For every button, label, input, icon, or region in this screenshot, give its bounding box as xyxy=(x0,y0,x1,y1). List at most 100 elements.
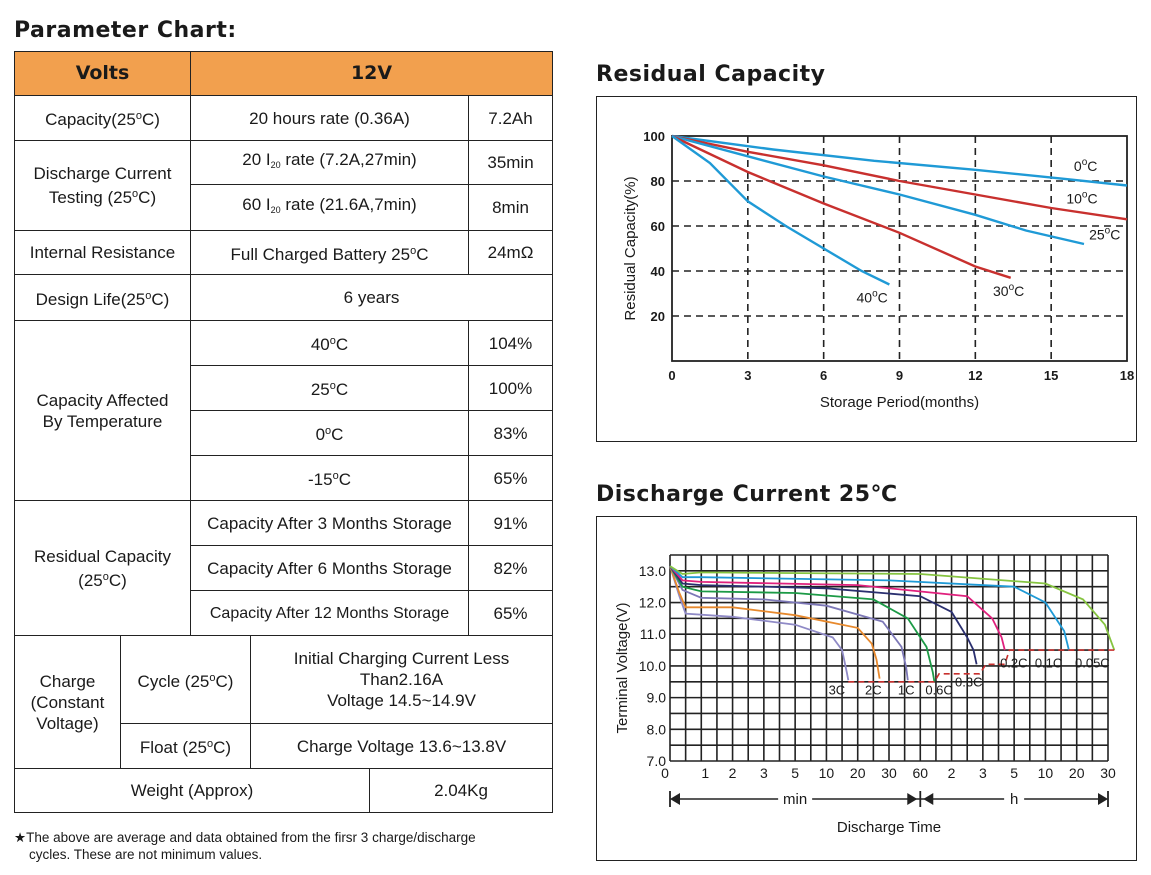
cutoff-voltage-line xyxy=(848,649,1116,683)
charge-cycle-label: Cycle (25oC) xyxy=(120,635,251,724)
series-line-40c xyxy=(671,135,890,286)
weight-value: 2.04Kg xyxy=(368,768,554,813)
charge-float-value: Charge Voltage 13.6~13.8V xyxy=(249,723,554,769)
temp-condition: -15oC xyxy=(190,455,469,501)
table-row: Capacity After 6 Months Storage 82% xyxy=(15,545,554,591)
x-tick-label: 0 xyxy=(668,368,675,383)
series-label: 0.05C xyxy=(1075,656,1110,671)
series-line-30c xyxy=(671,134,1012,279)
internal-resistance-condition: Full Charged Battery 25oC xyxy=(190,230,469,275)
internal-resistance-value: 24mΩ xyxy=(467,230,554,275)
x-tick-label: 30 xyxy=(881,765,897,781)
y-tick-label: 12.0 xyxy=(639,595,666,611)
x-tick-label: 3 xyxy=(979,765,987,781)
temp-value: 65% xyxy=(467,455,554,501)
residual-condition: Capacity After 6 Months Storage xyxy=(190,545,469,591)
series-line-3C xyxy=(669,565,850,681)
x-tick-label: 3 xyxy=(744,368,751,383)
table-row: Capacity(25oC) 20 hours rate (0.36A) 7.2… xyxy=(14,95,554,141)
discharge-value-60: 8min xyxy=(467,184,554,231)
capacity-rate: 20 hours rate (0.36A) xyxy=(190,95,469,141)
x-tick-label: 5 xyxy=(1010,765,1018,781)
temp-condition: 25oC xyxy=(190,365,469,411)
plot-frame xyxy=(671,135,1128,362)
arrow-left-icon xyxy=(923,793,934,805)
unit-min-label: min xyxy=(783,791,807,808)
label-bg xyxy=(778,790,813,808)
x-tick-label: 6 xyxy=(820,368,827,383)
discharge-value-20: 35min xyxy=(467,140,554,185)
table-header-row: Volts 12V xyxy=(14,51,554,96)
series-line-0-2C xyxy=(669,565,1006,651)
discharge-chart-title: Discharge Current 25℃ xyxy=(596,482,898,507)
y-tick-label: 11.0 xyxy=(640,626,666,642)
series-label: 2C xyxy=(865,682,882,697)
discharge-testing-label: Discharge Current Testing (25oC) xyxy=(14,140,191,231)
residual-condition: Capacity After 12 Months Storage xyxy=(190,590,469,636)
x-tick-label: 1 xyxy=(701,765,709,781)
series-label: 30oC xyxy=(993,282,1024,299)
x-tick-label: 2 xyxy=(729,765,737,781)
x-tick-label: 60 xyxy=(912,765,928,781)
y-tick-label: 8.0 xyxy=(647,721,667,737)
x-tick-label: 18 xyxy=(1120,368,1134,383)
table-row: Design Life(25oC) 6 years xyxy=(14,274,554,321)
series-line-1C xyxy=(669,565,909,681)
x-tick-label: 20 xyxy=(850,765,866,781)
x-tick-label: 0 xyxy=(661,765,669,781)
series-line-0-1C xyxy=(669,565,1070,651)
y-axis-label: Residual Capacity(%) xyxy=(622,176,639,320)
arrow-right-icon xyxy=(1098,793,1108,805)
table-row: Capacity Affected By Temperature 40oC 104… xyxy=(14,320,554,501)
y-tick-label: 80 xyxy=(651,174,665,189)
footnote: ★The above are average and data obtained… xyxy=(14,829,574,863)
table-row: Discharge Current Testing (25oC) 20 I20 r… xyxy=(14,140,554,231)
series-line-0-3C xyxy=(669,565,978,665)
series-line-2C xyxy=(669,565,881,679)
design-life-label: Design Life(25oC) xyxy=(14,274,191,321)
series-label: 10oC xyxy=(1066,190,1097,207)
x-tick-label: 9 xyxy=(896,368,903,383)
x-tick-label: 20 xyxy=(1069,765,1085,781)
temp-value: 100% xyxy=(467,365,554,411)
table-row: Charge (Constant Voltage) Cycle (25oC) Ini… xyxy=(14,635,554,769)
label-bg xyxy=(1004,790,1025,808)
residual-condition: Capacity After 3 Months Storage xyxy=(190,500,469,546)
unit-h-label: h xyxy=(1010,791,1018,808)
charge-label: Charge (Constant Voltage) xyxy=(14,635,121,769)
x-tick-label: 3 xyxy=(760,765,768,781)
y-tick-label: 20 xyxy=(651,309,665,324)
y-tick-label: 7.0 xyxy=(647,753,667,769)
temp-condition: 40oC xyxy=(190,320,469,366)
x-axis-label: Discharge Time xyxy=(837,819,941,836)
residual-capacity-chart: 0 3 6 9 12 15 18 20 40 60 80 100 0oC 10oC 25oC 30oC 40oC… xyxy=(622,129,1134,411)
y-tick-label: 40 xyxy=(651,264,665,279)
residual-value: 65% xyxy=(467,590,554,636)
series-label: 40oC xyxy=(857,289,888,306)
charge-float-label: Float (25oC) xyxy=(120,723,251,769)
table-row: -15oC 65% xyxy=(15,455,554,501)
temp-value: 104% xyxy=(467,320,554,366)
series-line-0-6C xyxy=(669,565,936,682)
series-label: 0.1C xyxy=(1035,656,1062,671)
series-label: 0.2C xyxy=(1000,656,1027,671)
table-row: Residual Capacity (25oC) Capacity After 3… xyxy=(14,500,554,636)
residual-capacity-label: Residual Capacity (25oC) xyxy=(14,500,191,636)
series-label: 25oC xyxy=(1089,226,1120,243)
series-label: 3C xyxy=(829,682,846,697)
series-line-10c xyxy=(671,134,1128,221)
weight-label: Weight (Approx) xyxy=(14,768,370,813)
temp-condition: 0oC xyxy=(190,410,469,456)
x-tick-label: 2 xyxy=(948,765,956,781)
charge-cycle-value: Initial Charging Current Less Than2.16A Vo… xyxy=(249,635,554,724)
discharge-current-chart: 7.0 8.0 9.0 10.0 11.0 12.0 13.0 0 1 2 3 5 10 20 30 60 2 3… xyxy=(614,554,1116,836)
x-tick-label: 10 xyxy=(819,765,835,781)
series-line-0-05C xyxy=(669,565,1116,651)
series-line-0c xyxy=(671,134,1128,187)
x-tick-label: 5 xyxy=(791,765,799,781)
design-life-value: 6 years xyxy=(189,274,554,321)
series-line-25c xyxy=(671,134,1085,246)
arrow-left-icon xyxy=(670,793,680,805)
y-tick-label: 60 xyxy=(651,219,665,234)
x-axis-label: Storage Period(months) xyxy=(820,394,979,411)
